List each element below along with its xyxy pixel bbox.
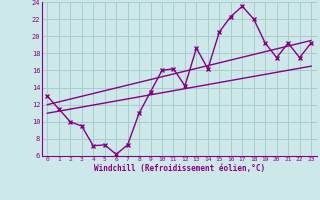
X-axis label: Windchill (Refroidissement éolien,°C): Windchill (Refroidissement éolien,°C) xyxy=(94,164,265,173)
